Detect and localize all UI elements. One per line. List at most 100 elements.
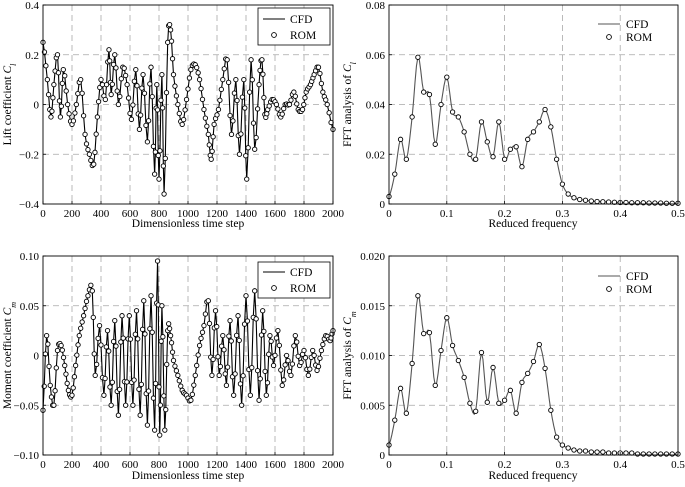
moment-time-rom-point: [198, 335, 204, 342]
moment-time-rom-point: [221, 347, 227, 353]
lift-time-rom-point: [155, 152, 161, 159]
lift-time-rom-point: [152, 149, 159, 155]
lift-time-legend-rom-swatch: [271, 32, 277, 38]
moment-time-rom-point: [118, 339, 124, 345]
lift-time-rom-point: [45, 91, 52, 98]
lift-time-rom-point: [201, 106, 207, 113]
lift-time-rom-point: [149, 94, 155, 100]
moment-time-legend-cfd-label: CFD: [290, 267, 312, 279]
moment-time-rom-point: [156, 384, 162, 390]
moment-time-rom-point: [191, 382, 197, 388]
moment-time-rom-point: [103, 344, 109, 350]
moment-fft-grid: [389, 256, 678, 455]
moment-time-rom-point: [253, 316, 259, 322]
lift-fft-rom-point: [409, 114, 415, 120]
moment-time-rom-point: [144, 422, 151, 428]
moment-time-rom-point: [315, 363, 322, 370]
lift-time-rom-point: [102, 96, 109, 103]
moment-time-rom-point: [273, 335, 280, 341]
moment-time-ytick-label: 0: [34, 351, 40, 363]
lift-time-rom-point: [170, 72, 177, 78]
lift-time-rom-point: [57, 114, 64, 120]
lift-fft-legend-rom-label: ROM: [626, 32, 652, 44]
moment-time-rom-point: [78, 325, 84, 331]
moment-time-rom-point: [292, 332, 298, 339]
moment-time-rom-point: [63, 371, 69, 377]
moment-time-rom-point: [74, 352, 80, 358]
lift-time-rom-point: [168, 38, 175, 44]
moment-time-rom-point: [218, 343, 225, 349]
moment-fft-ytick-label: 0: [380, 450, 386, 462]
lift-time-rom-point: [75, 90, 81, 97]
moment-time-rom-point: [244, 318, 251, 324]
moment-time-rom-point: [291, 343, 297, 349]
lift-fft-legend-cfd-label: CFD: [626, 19, 648, 31]
moment-time-rom-point: [279, 382, 285, 388]
moment-time-rom-point: [226, 333, 232, 339]
moment-time-rom-point: [109, 379, 116, 385]
lift-time-rom-point: [242, 105, 248, 111]
lift-fft-rom-point: [646, 200, 652, 206]
moment-fft-rom-point: [640, 451, 646, 457]
lift-time-rom-point: [133, 67, 139, 73]
lift-time-xtick-label: 800: [151, 208, 168, 220]
moment-time-rom-point: [294, 339, 300, 345]
moment-fft-rom-point: [467, 400, 473, 406]
moment-fft-ytick-label: 0.005: [360, 400, 385, 412]
lift-time-rom-point: [147, 81, 153, 87]
lift-time-xtick-label: 1600: [264, 208, 287, 220]
moment-fft-ytick-label: 0.015: [360, 301, 385, 313]
lift-time-rom-point: [159, 105, 166, 111]
lift-time-rom-point: [59, 80, 65, 87]
lift-time-rom-point: [60, 67, 66, 73]
moment-time-rom-point: [46, 363, 52, 370]
moment-time-rom-point: [238, 402, 245, 408]
lift-time-rom-point: [196, 76, 203, 83]
lift-time-rom-point: [217, 97, 223, 103]
lift-fft-ytick-label: 0.04: [366, 100, 386, 112]
lift-fft-rom-point: [663, 200, 670, 206]
moment-time-xtick-label: 0: [40, 459, 46, 471]
moment-time-rom-point: [70, 385, 76, 391]
moment-time-rom-point: [188, 397, 194, 403]
lift-time-rom-point: [236, 151, 243, 157]
moment-time-rom-point: [104, 327, 111, 334]
lift-fft-rom-point: [449, 109, 456, 115]
lift-time-xtick-label: 1400: [235, 208, 258, 220]
moment-time-legend-rom-swatch: [271, 285, 277, 291]
lift-fft-rom-point: [490, 154, 496, 160]
lift-time-xtick-label: 400: [93, 208, 110, 220]
lift-fft-rom-point: [553, 156, 560, 162]
moment-time-rom-point: [48, 394, 55, 400]
moment-fft-rom-point: [461, 374, 467, 381]
moment-time-rom-point: [228, 338, 234, 344]
lift-time-rom-point: [80, 113, 87, 119]
lift-time-xtick-label: 1200: [206, 208, 229, 220]
moment-time-rom-point: [154, 258, 161, 264]
lift-time-rom-point: [130, 102, 136, 108]
moment-fft-rom-point: [623, 450, 629, 456]
moment-fft-legend: CFD ROM: [598, 271, 652, 296]
lift-time-rom-point: [250, 120, 257, 126]
moment-fft-rom-point: [634, 451, 641, 457]
moment-time-rom-point: [119, 313, 125, 319]
lift-time-xtick-label: 1000: [177, 208, 200, 220]
moment-time-rom-point: [110, 338, 117, 345]
moment-time-xtick-label: 800: [151, 459, 168, 471]
moment-time-rom-point: [256, 397, 262, 403]
lift-time-rom-point: [205, 131, 211, 138]
moment-time-rom-point: [235, 313, 241, 319]
moment-time-rom-point: [281, 377, 287, 383]
lift-time-rom-point: [140, 72, 146, 78]
lift-fft-rom-point: [582, 197, 589, 203]
lift-time-rom-point: [85, 146, 91, 153]
moment-time-data: [40, 258, 336, 438]
moment-time-xtick-label: 200: [64, 459, 81, 471]
lift-time-rom-point: [55, 70, 62, 76]
lift-fft-rom-point: [392, 171, 398, 177]
lift-time-rom-point: [136, 126, 143, 133]
lift-fft-xtick-label: 0.2: [498, 208, 512, 220]
lift-time-rom-point: [302, 95, 308, 101]
moment-time-rom-point: [90, 314, 96, 321]
moment-fft-rom-point: [415, 293, 421, 299]
